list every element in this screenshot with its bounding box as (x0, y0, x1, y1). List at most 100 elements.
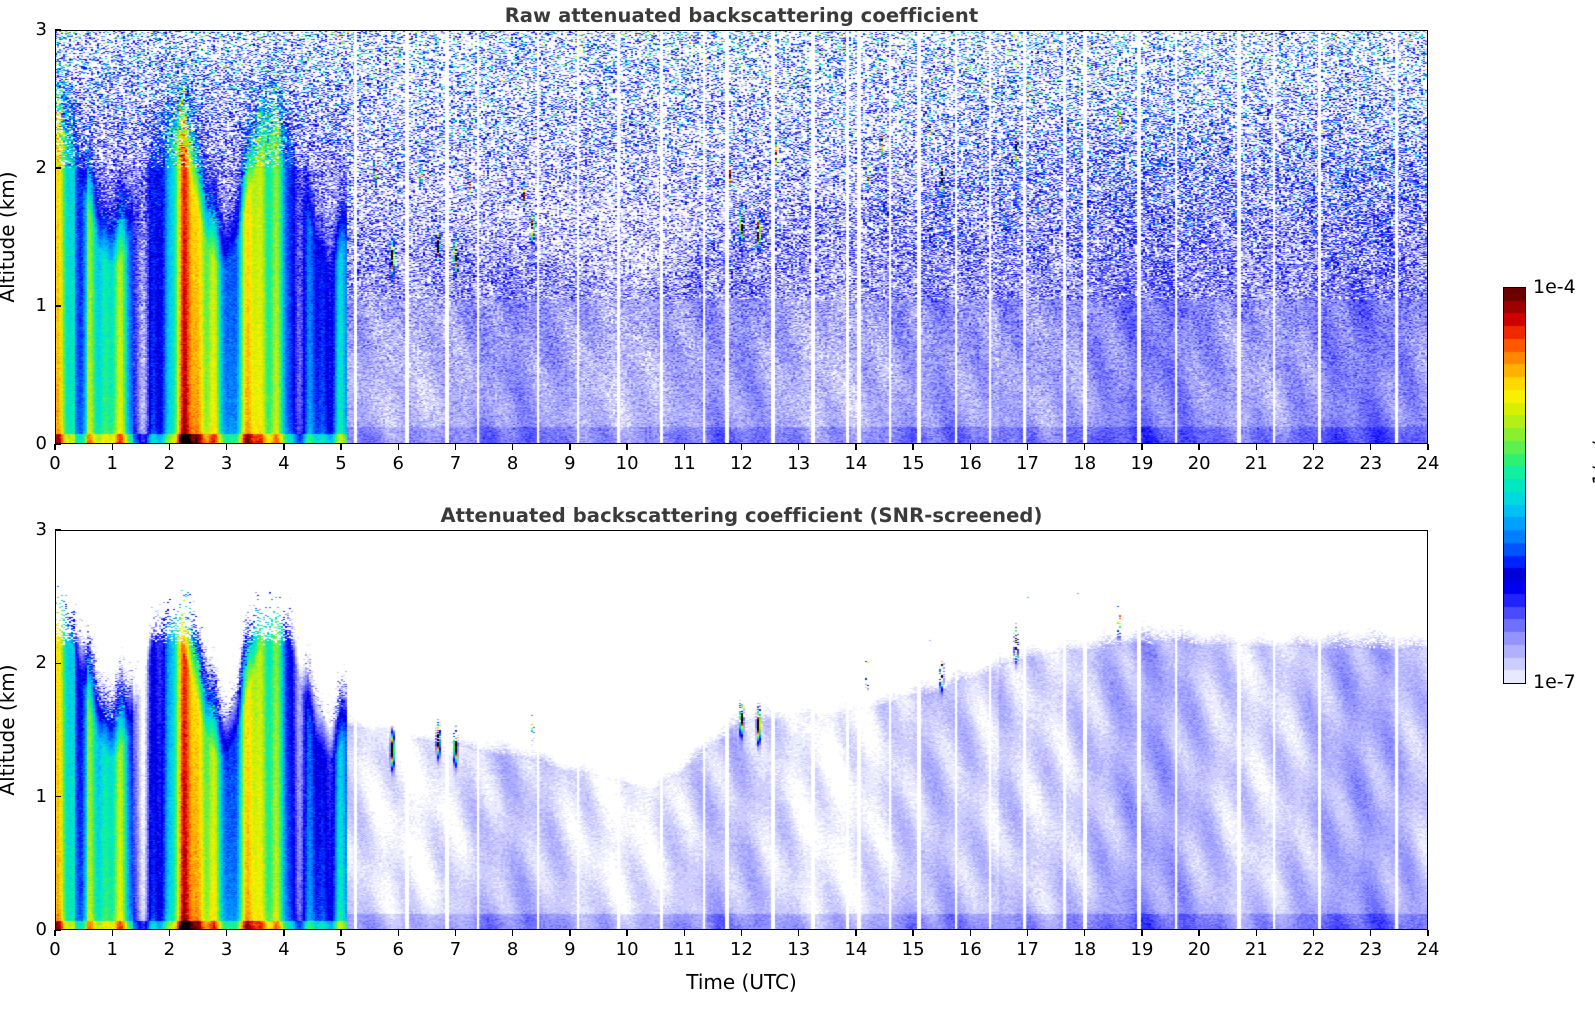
x-tick-mark (454, 444, 457, 450)
bottom-y-axis-title: Altitude (km) (0, 664, 19, 796)
x-tick-mark (283, 930, 285, 936)
x-tick-label: 12 (730, 939, 753, 960)
x-tick-mark (1198, 444, 1200, 450)
x-tick-mark (1141, 444, 1143, 450)
x-tick-label: 2 (163, 939, 176, 960)
x-tick-mark (283, 444, 285, 450)
x-tick-mark (855, 930, 857, 936)
x-tick-mark (1370, 930, 1372, 936)
y-tick-mark (55, 929, 61, 931)
x-tick-label: 3 (220, 939, 233, 960)
x-tick-mark (511, 444, 514, 450)
x-tick-mark (1427, 444, 1429, 450)
x-tick-label: 7 (449, 453, 462, 474)
x-tick-label: 19 (1130, 939, 1154, 960)
x-tick-mark (54, 930, 56, 936)
x-tick-mark (1026, 930, 1029, 936)
x-tick-label: 19 (1130, 453, 1154, 474)
x-tick-label: 0 (49, 453, 61, 474)
x-tick-mark (54, 444, 56, 450)
x-tick-mark (683, 930, 685, 936)
x-tick-label: 24 (1416, 453, 1440, 474)
x-tick-label: 20 (1187, 453, 1211, 474)
y-tick-mark (55, 795, 61, 798)
x-tick-mark (1312, 930, 1315, 936)
x-tick-label: 17 (1016, 939, 1039, 960)
screened-heatmap-canvas (55, 530, 1428, 930)
x-tick-label: 8 (506, 939, 519, 960)
x-tick-label: 23 (1359, 453, 1383, 474)
y-tick-label: 1 (35, 295, 47, 316)
x-tick-mark (969, 444, 972, 450)
x-tick-label: 11 (672, 453, 696, 474)
bottom-x-axis-title: Time (UTC) (686, 970, 797, 994)
x-tick-mark (683, 444, 685, 450)
x-tick-label: 3 (220, 453, 233, 474)
x-tick-mark (626, 930, 628, 936)
y-tick-mark (55, 662, 61, 665)
x-tick-label: 17 (1016, 453, 1039, 474)
x-tick-label: 10 (615, 453, 639, 474)
x-tick-label: 22 (1302, 453, 1326, 474)
y-tick-label: 3 (35, 19, 47, 40)
x-tick-label: 10 (615, 939, 639, 960)
x-tick-label: 1 (106, 453, 118, 474)
x-tick-mark (340, 444, 342, 450)
x-tick-mark (1141, 930, 1143, 936)
x-tick-label: 16 (958, 939, 982, 960)
x-tick-label: 6 (392, 453, 404, 474)
x-tick-label: 9 (564, 453, 576, 474)
x-tick-mark (569, 444, 571, 450)
x-tick-mark (969, 930, 972, 936)
x-tick-label: 15 (901, 939, 925, 960)
x-tick-mark (912, 444, 914, 450)
raw-backscatter-heatmap[interactable] (55, 30, 1428, 444)
colorbar-max-label: 1e-4 (1533, 276, 1576, 298)
colorbar-min-label: 1e-7 (1533, 671, 1576, 693)
screened-backscatter-heatmap[interactable] (55, 530, 1428, 930)
x-tick-mark (798, 930, 800, 936)
x-tick-label: 21 (1244, 453, 1268, 474)
x-tick-mark (740, 930, 743, 936)
y-tick-label: 3 (35, 519, 47, 540)
x-tick-mark (511, 930, 514, 936)
x-tick-label: 0 (49, 939, 61, 960)
x-tick-mark (340, 930, 342, 936)
x-tick-label: 8 (506, 453, 519, 474)
x-tick-mark (168, 930, 171, 936)
x-tick-label: 1 (106, 939, 118, 960)
y-tick-label: 0 (35, 919, 47, 940)
colorbar[interactable] (1503, 287, 1526, 684)
y-tick-mark (55, 305, 61, 307)
x-tick-mark (111, 444, 113, 450)
x-tick-mark (1026, 444, 1029, 450)
x-tick-label: 18 (1073, 939, 1097, 960)
x-tick-label: 20 (1187, 939, 1211, 960)
x-tick-mark (740, 444, 743, 450)
bottom-panel-title: Attenuated backscattering coefficient (S… (440, 504, 1043, 527)
x-tick-mark (1255, 444, 1258, 450)
x-tick-mark (912, 930, 914, 936)
colorbar-gradient (1504, 288, 1525, 683)
x-tick-label: 23 (1359, 939, 1383, 960)
x-tick-label: 14 (844, 453, 868, 474)
y-tick-mark (55, 443, 61, 445)
x-tick-mark (454, 930, 457, 936)
y-tick-mark (55, 167, 61, 169)
raw-heatmap-canvas (55, 30, 1428, 444)
top-panel-title: Raw attenuated backscattering coefficien… (504, 4, 979, 27)
x-tick-label: 4 (278, 939, 290, 960)
y-tick-mark (55, 29, 61, 31)
x-tick-label: 5 (335, 939, 347, 960)
x-tick-label: 6 (392, 939, 404, 960)
x-tick-label: 5 (335, 453, 347, 474)
y-tick-label: 2 (35, 157, 47, 178)
x-tick-label: 2 (163, 453, 176, 474)
x-tick-mark (1370, 444, 1372, 450)
x-tick-label: 9 (564, 939, 576, 960)
x-tick-label: 11 (672, 939, 696, 960)
x-tick-mark (397, 930, 399, 936)
x-tick-mark (397, 444, 399, 450)
x-tick-mark (225, 444, 228, 450)
